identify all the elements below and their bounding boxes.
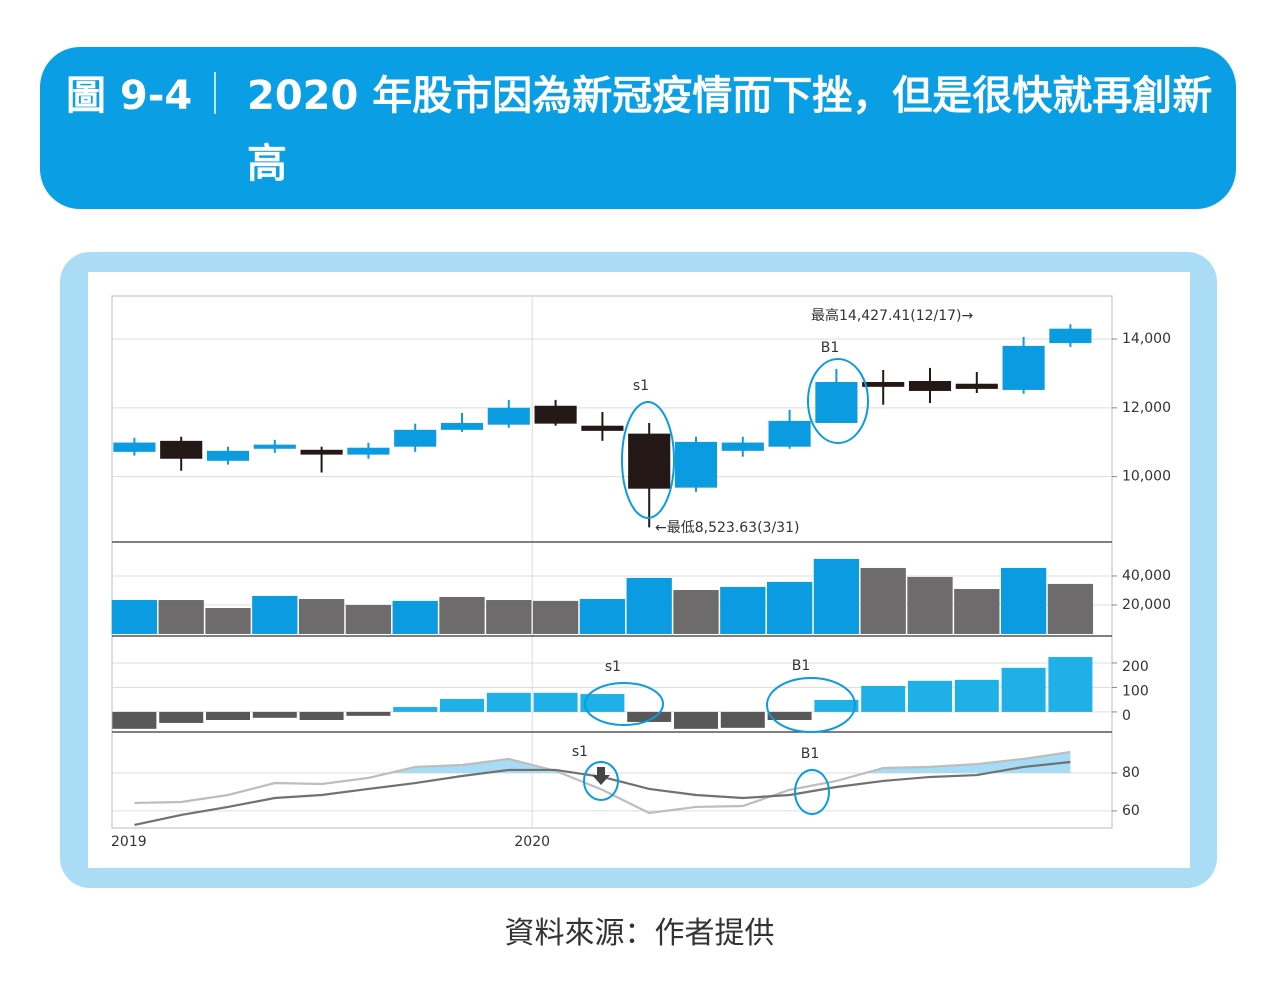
bar — [532, 600, 579, 634]
bar — [486, 692, 531, 712]
bar — [720, 711, 765, 728]
bar — [767, 711, 812, 720]
candle-body — [347, 447, 390, 455]
annotation-ellipse — [794, 769, 830, 815]
bar — [533, 692, 578, 712]
annotation-ellipse — [621, 401, 675, 519]
candle-body — [394, 429, 437, 447]
candle-body — [487, 407, 530, 425]
bar — [111, 600, 158, 634]
candle-body — [581, 425, 624, 431]
annotation: 最高14,427.41(12/17)→ — [811, 307, 974, 324]
bar — [392, 600, 438, 634]
bar — [720, 586, 766, 634]
annotation-ellipse — [807, 358, 869, 444]
header-title: 2020 年股市因為新冠疫情而下挫，但是很快就再創新高 — [247, 73, 1213, 187]
candle-body — [721, 442, 764, 451]
y-tick-label: 80 — [1122, 765, 1140, 781]
figure-label: 圖 9-4 — [66, 73, 193, 119]
annotation: s1 — [633, 378, 649, 394]
candle-body — [628, 433, 671, 489]
annotation: s1 — [605, 659, 621, 675]
y-tick-label: 60 — [1122, 803, 1140, 819]
bar — [954, 589, 1000, 634]
bar — [814, 699, 859, 712]
highlight-area — [134, 751, 1071, 773]
bar — [346, 711, 391, 716]
bar — [954, 679, 999, 712]
bar — [252, 595, 298, 634]
source: 資料來源：作者提供 — [504, 916, 775, 951]
y-tick-label: 200 — [1122, 659, 1149, 675]
candle-body — [955, 383, 998, 389]
candle-body — [253, 444, 296, 449]
bar — [393, 707, 438, 712]
bar — [345, 604, 392, 634]
y-tick-label: 100 — [1122, 683, 1149, 699]
candle-body — [1002, 345, 1045, 390]
bar — [486, 600, 532, 634]
bar — [1001, 667, 1046, 712]
candle-body — [768, 420, 811, 447]
bar — [860, 567, 906, 634]
line-series — [134, 750, 1071, 815]
candle-body — [206, 450, 250, 461]
annotation: B1 — [792, 658, 811, 674]
bar — [766, 581, 813, 634]
annotation-ellipse — [766, 677, 856, 733]
annotation: ←最低8,523.63(3/31) — [655, 520, 799, 536]
bar — [1048, 657, 1093, 712]
candle-body — [908, 380, 952, 391]
candle-body — [1049, 328, 1092, 344]
bar — [205, 608, 251, 634]
bar — [158, 600, 204, 634]
y-tick-label: 40,000 — [1122, 568, 1171, 584]
annotation-ellipse — [583, 761, 619, 801]
bar — [626, 577, 672, 634]
bar — [298, 599, 345, 634]
bar — [579, 599, 626, 634]
candle-body — [440, 422, 484, 430]
candle-body — [815, 382, 858, 423]
bar — [252, 711, 297, 718]
candle-body — [300, 449, 343, 455]
bar — [112, 711, 157, 729]
bar — [1000, 567, 1047, 634]
bar — [907, 576, 953, 634]
bar — [206, 711, 250, 720]
bar — [627, 711, 672, 722]
bar — [861, 685, 906, 712]
candle-body — [113, 442, 156, 452]
bar — [580, 694, 625, 712]
bar — [673, 590, 719, 634]
y-tick-label: 20,000 — [1122, 597, 1171, 613]
plot-border — [111, 295, 1113, 829]
x-tick-label: 2020 — [514, 834, 550, 850]
bar — [440, 698, 484, 712]
arrow-icon — [592, 767, 610, 785]
candle-body — [534, 405, 577, 424]
annotation: B1 — [801, 746, 820, 762]
bar — [674, 711, 718, 729]
annotation: s1 — [572, 744, 588, 760]
candle-body — [160, 440, 203, 459]
bar — [299, 711, 344, 720]
y-tick-label: 14,000 — [1122, 331, 1171, 347]
bar — [1047, 583, 1094, 634]
bar — [908, 680, 952, 712]
annotation: B1 — [821, 340, 840, 356]
bar — [813, 558, 860, 634]
candle-body — [674, 441, 718, 488]
header-box — [40, 47, 1236, 209]
y-tick-label: 12,000 — [1122, 400, 1171, 416]
bar — [439, 596, 485, 634]
annotation-ellipse — [584, 682, 664, 726]
y-tick-label: 10,000 — [1122, 469, 1171, 485]
y-tick-label: 0 — [1122, 708, 1131, 724]
bar — [159, 711, 204, 723]
candle-body — [862, 382, 905, 387]
x-tick-label: 2019 — [111, 834, 147, 850]
